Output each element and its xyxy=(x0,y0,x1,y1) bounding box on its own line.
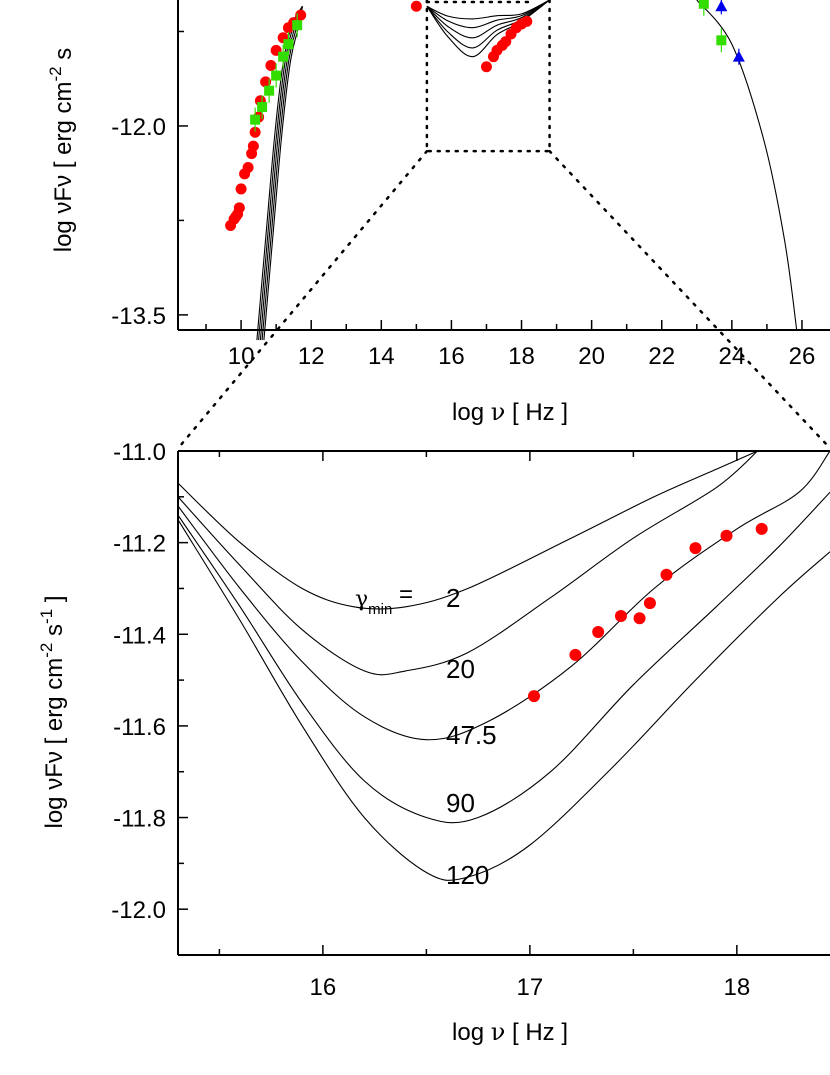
model-curve-gamma-120 xyxy=(178,519,830,881)
top-x-tick-label: 24 xyxy=(718,343,745,370)
green-square-point xyxy=(716,35,727,46)
top-dip-curve xyxy=(426,0,550,39)
green-square-point xyxy=(264,85,275,96)
bottom-y-axis-label: log νFν [ erg cm-2 s-1 ] xyxy=(37,596,68,829)
red-circle-point xyxy=(247,140,259,152)
red-circle-point xyxy=(235,183,247,195)
red-data-point xyxy=(614,609,627,622)
bottom-x-tick-label: 16 xyxy=(310,974,337,1001)
red-circle-point xyxy=(521,15,533,27)
top-dip-curve xyxy=(426,0,550,58)
red-data-point xyxy=(660,568,673,581)
zoom-line-left xyxy=(178,149,429,448)
zoom-line-right xyxy=(548,149,830,448)
red-circle-point xyxy=(265,59,277,71)
green-square-point xyxy=(271,70,282,81)
curve-label-90: 90 xyxy=(446,788,475,818)
red-circle-point xyxy=(260,76,272,88)
top-model-curves xyxy=(256,0,798,341)
bottom-panel: 16 17 18 -11.0 -11.2 -11.4 -11.6 -11.8 -12.0 γmi… xyxy=(37,439,830,1046)
green-square-point xyxy=(283,39,294,50)
blue-triangle-point xyxy=(732,50,745,62)
bottom-y-tick-label: -11.2 xyxy=(113,531,166,558)
green-square-point xyxy=(278,51,289,62)
top-axes: 10 12 14 16 18 20 22 24 26 -12.0 -13.5 xyxy=(111,0,830,370)
gamma-min-label: γmin = xyxy=(355,581,413,618)
curve-label-2: 2 xyxy=(446,583,460,613)
red-data-point xyxy=(689,542,702,555)
bottom-axes: 16 17 18 -11.0 -11.2 -11.4 -11.6 -11.8 -12.0 xyxy=(111,439,830,1001)
model-curve-gamma-2 xyxy=(178,451,758,610)
blue-triangle-point xyxy=(715,0,728,12)
bottom-data-points xyxy=(528,522,768,703)
top-y-axis-label: log νFν [ erg cm-2 s xyxy=(46,48,77,253)
bottom-y-tick-label: -11.0 xyxy=(113,439,166,466)
top-x-axis-label: log ν [ Hz ] xyxy=(452,398,568,426)
green-square-point xyxy=(250,114,261,125)
red-data-point xyxy=(755,522,768,535)
top-panel: 10 12 14 16 18 20 22 24 26 -12.0 -13.5 log ν [ Hz … xyxy=(46,0,830,448)
top-x-tick-label: 26 xyxy=(789,343,816,370)
top-x-tick-label: 22 xyxy=(648,343,675,370)
red-circle-point xyxy=(249,126,261,138)
red-circle-point xyxy=(410,0,422,12)
zoom-indicator xyxy=(178,0,830,448)
bottom-x-tick-label: 17 xyxy=(517,974,544,1001)
green-square-point xyxy=(698,0,709,9)
red-data-point xyxy=(528,690,541,703)
bottom-y-tick-label: -11.8 xyxy=(113,806,166,833)
top-x-tick-label: 12 xyxy=(298,343,325,370)
red-circle-point xyxy=(242,162,254,174)
top-dip-curve xyxy=(426,0,550,20)
green-square-point xyxy=(292,20,303,31)
top-x-tick-label: 10 xyxy=(228,343,255,370)
curve-label-120: 120 xyxy=(446,860,489,890)
bottom-x-axis-label: log ν [ Hz ] xyxy=(452,1018,568,1046)
red-circle-point xyxy=(480,61,492,73)
red-data-point xyxy=(720,529,733,542)
bottom-y-tick-label: -11.4 xyxy=(113,622,166,649)
curve-label-20: 20 xyxy=(446,654,475,684)
bottom-y-tick-label: -11.6 xyxy=(113,714,166,741)
bottom-y-tick-label: -12.0 xyxy=(111,897,166,924)
top-x-tick-label: 16 xyxy=(438,343,465,370)
top-data-points xyxy=(225,0,745,231)
red-data-point xyxy=(569,648,582,661)
model-curve-gamma-90 xyxy=(178,491,830,824)
red-data-point xyxy=(643,597,656,610)
red-data-point xyxy=(592,625,605,638)
top-ic-curve xyxy=(696,0,798,331)
bottom-x-tick-label: 18 xyxy=(724,974,751,1001)
top-y-tick-label: -13.5 xyxy=(111,303,166,330)
red-data-point xyxy=(633,612,646,625)
red-circle-point xyxy=(233,202,245,214)
model-curve-gamma-20 xyxy=(178,451,758,676)
top-x-tick-label: 18 xyxy=(508,343,535,370)
bottom-model-curves xyxy=(178,451,830,881)
green-square-point xyxy=(257,102,268,113)
curve-label-47-5: 47.5 xyxy=(446,720,497,750)
red-circle-point xyxy=(295,9,307,21)
top-x-tick-label: 20 xyxy=(578,343,605,370)
top-y-tick-label: -12.0 xyxy=(111,114,166,141)
model-curve-gamma-47-5 xyxy=(178,451,830,741)
top-x-tick-label: 14 xyxy=(368,343,395,370)
top-dip-curve xyxy=(426,0,550,29)
